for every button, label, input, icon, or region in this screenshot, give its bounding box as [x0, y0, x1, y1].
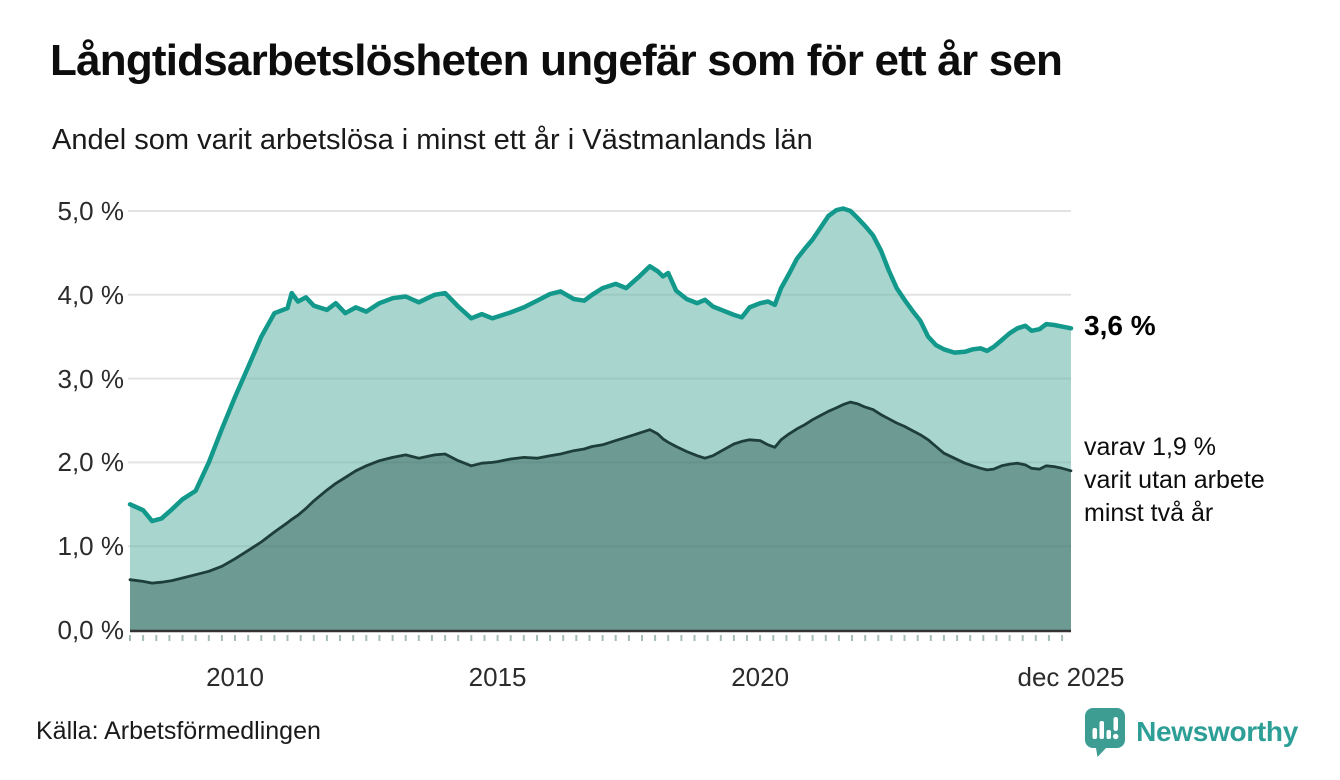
x-axis-label: 2015: [468, 662, 527, 692]
x-axis-label: 2010: [206, 662, 264, 692]
y-axis-label: 2,0 %: [57, 447, 125, 478]
newsworthy-logo: Newsworthy: [1084, 706, 1298, 758]
x-axis-label: dec 2025: [1017, 662, 1125, 692]
x-axis-label: 2020: [731, 662, 790, 692]
y-axis-label: 4,0 %: [57, 279, 125, 310]
two-year-annotation-line2: varit utan arbete: [1084, 466, 1265, 494]
page-subtitle: Andel som varit arbetslösa i minst ett å…: [52, 124, 813, 156]
two-year-annotation-line1: varav 1,9 %: [1084, 433, 1217, 461]
newsworthy-icon: [1084, 707, 1126, 757]
y-axis-label: 5,0 %: [57, 196, 125, 226]
page-title: Långtidsarbetslösheten ungefär som för e…: [50, 36, 1063, 85]
line-one-year: [127, 206, 1074, 524]
y-axis-label: 0,0 %: [57, 615, 125, 645]
y-axis: 0,0 % 1,0 % 2,0 % 3,0 % 4,0 % 5,0 %: [4, 0, 125, 780]
area-one-year: [130, 208, 1071, 630]
y-axis-label: 3,0 %: [57, 363, 125, 394]
latest-total-annotation: 3,6 %: [1084, 310, 1156, 341]
source-text: Källa: Arbetsförmedlingen: [36, 717, 321, 745]
y-axis-label: 1,0 %: [57, 531, 125, 562]
line-two-year: [128, 400, 1073, 585]
two-year-annotation-line3: minst två år: [1084, 499, 1214, 527]
newsworthy-wordmark: Newsworthy: [1136, 716, 1298, 747]
two-year-annotation: varav 1,9 % varit utan arbete minst två …: [1084, 431, 1265, 530]
area-two-year: [130, 402, 1071, 630]
